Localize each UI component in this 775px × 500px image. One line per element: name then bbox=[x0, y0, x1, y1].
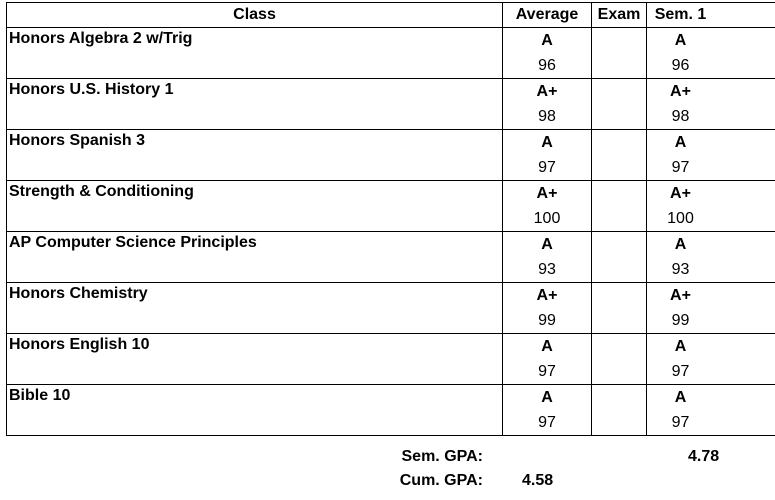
sem1-score: 96 bbox=[646, 53, 775, 79]
average-score: 96 bbox=[502, 53, 592, 79]
sem1-score: 100 bbox=[646, 206, 775, 232]
table-row-scores: 99 99 bbox=[7, 308, 775, 334]
exam-grade bbox=[591, 180, 647, 232]
grades-body: Honors Algebra 2 w/Trig A A 96 96 Honors U.S.… bbox=[6, 27, 775, 436]
header-row: Class Average Exam Sem. 1 bbox=[6, 2, 775, 28]
table-row: Honors Chemistry A+ A+ bbox=[6, 282, 775, 334]
exam-grade bbox=[591, 27, 647, 79]
class-name: AP Computer Science Principles bbox=[6, 231, 503, 283]
sem1-letter-grade: A+ bbox=[646, 78, 775, 104]
class-name: Honors Chemistry bbox=[6, 282, 503, 334]
average-letter-grade: A bbox=[502, 384, 592, 410]
cum-gpa-value: 4.58 bbox=[522, 472, 554, 489]
table-row-scores: 97 97 bbox=[7, 410, 775, 436]
class-name: Bible 10 bbox=[6, 384, 503, 436]
sem1-letter-grade: A bbox=[646, 384, 775, 410]
table-row-scores: 93 93 bbox=[7, 257, 775, 283]
exam-grade bbox=[591, 78, 647, 130]
average-letter-grade: A+ bbox=[502, 282, 592, 308]
average-score: 99 bbox=[502, 308, 592, 334]
cum-gpa-row: Cum. GPA: 4.58 bbox=[0, 472, 775, 492]
header-sem1: Sem. 1 bbox=[646, 2, 775, 28]
average-score: 100 bbox=[502, 206, 592, 232]
sem1-score: 97 bbox=[646, 410, 775, 436]
table-row: Bible 10 A A bbox=[6, 384, 775, 436]
table-row: Honors English 10 A A bbox=[6, 333, 775, 385]
table-row-scores: 97 97 bbox=[7, 359, 775, 385]
sem1-score: 93 bbox=[646, 257, 775, 283]
class-name: Honors Spanish 3 bbox=[6, 129, 503, 181]
average-letter-grade: A bbox=[502, 231, 592, 257]
exam-grade bbox=[591, 231, 647, 283]
table-row-scores: 98 98 bbox=[7, 104, 775, 130]
sem1-letter-grade: A bbox=[646, 129, 775, 155]
sem1-score: 99 bbox=[646, 308, 775, 334]
table-row: Strength & Conditioning A+ A+ bbox=[6, 180, 775, 232]
sem1-letter-grade: A bbox=[646, 333, 775, 359]
header-exam: Exam bbox=[591, 2, 647, 28]
average-score: 97 bbox=[502, 410, 592, 436]
average-score: 97 bbox=[502, 155, 592, 181]
exam-grade bbox=[591, 129, 647, 181]
average-letter-grade: A+ bbox=[502, 78, 592, 104]
header-average: Average bbox=[502, 2, 592, 28]
table-row-scores: 97 97 bbox=[7, 155, 775, 181]
table-row-scores: 100 100 bbox=[7, 206, 775, 232]
table-row: Honors U.S. History 1 A+ A+ bbox=[6, 78, 775, 130]
sem1-letter-grade: A bbox=[646, 231, 775, 257]
average-letter-grade: A bbox=[502, 27, 592, 53]
table-row: AP Computer Science Principles A A bbox=[6, 231, 775, 283]
exam-grade bbox=[591, 333, 647, 385]
table-row: Honors Algebra 2 w/Trig A A bbox=[6, 27, 775, 79]
cum-gpa-label: Cum. GPA: bbox=[399, 472, 483, 489]
class-name: Strength & Conditioning bbox=[6, 180, 503, 232]
sem-gpa-value: 4.78 bbox=[688, 448, 720, 465]
class-name: Honors U.S. History 1 bbox=[6, 78, 503, 130]
exam-grade bbox=[591, 384, 647, 436]
average-score: 98 bbox=[502, 104, 592, 130]
average-score: 97 bbox=[502, 359, 592, 385]
table-row-scores: 96 96 bbox=[7, 53, 775, 79]
sem1-letter-grade: A bbox=[646, 27, 775, 53]
sem1-letter-grade: A+ bbox=[646, 180, 775, 206]
header-class: Class bbox=[6, 2, 503, 28]
class-name: Honors English 10 bbox=[6, 333, 503, 385]
exam-grade bbox=[591, 282, 647, 334]
grades-table: Class Average Exam Sem. 1 Honors Algebra… bbox=[6, 2, 775, 436]
sem-gpa-row: Sem. GPA: 4.78 bbox=[0, 448, 775, 468]
average-score: 93 bbox=[502, 257, 592, 283]
sem1-score: 97 bbox=[646, 359, 775, 385]
sem1-letter-grade: A+ bbox=[646, 282, 775, 308]
average-letter-grade: A+ bbox=[502, 180, 592, 206]
class-name: Honors Algebra 2 w/Trig bbox=[6, 27, 503, 79]
sem1-score: 98 bbox=[646, 104, 775, 130]
sem-gpa-label: Sem. GPA: bbox=[401, 448, 484, 465]
sem1-score: 97 bbox=[646, 155, 775, 181]
average-letter-grade: A bbox=[502, 129, 592, 155]
average-letter-grade: A bbox=[502, 333, 592, 359]
